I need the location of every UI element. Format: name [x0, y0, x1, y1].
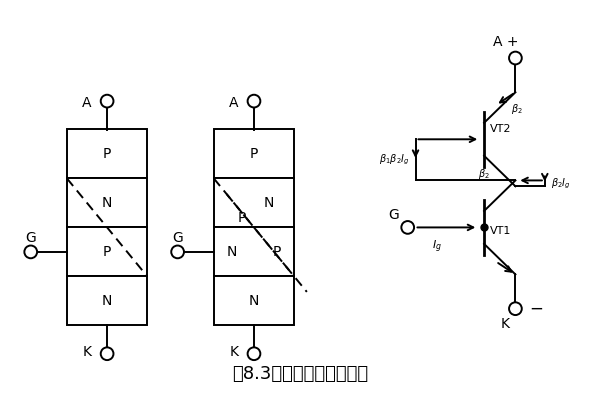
Text: N: N: [102, 294, 112, 308]
Text: P: P: [238, 211, 246, 225]
Text: $I_g$: $I_g$: [432, 239, 442, 255]
Text: K: K: [229, 345, 238, 359]
Text: G: G: [389, 208, 400, 222]
Text: $\beta_2 I_g$: $\beta_2 I_g$: [551, 176, 571, 190]
Text: K: K: [501, 318, 510, 332]
Text: P: P: [250, 147, 258, 161]
Text: K: K: [82, 345, 91, 359]
Text: A: A: [229, 96, 238, 110]
Text: VT1: VT1: [490, 226, 511, 236]
Text: −: −: [529, 300, 543, 318]
Text: P: P: [103, 245, 111, 259]
Bar: [67, 130, 147, 178]
Text: 图8.3晶闸管的工作原理图: 图8.3晶闸管的工作原理图: [232, 365, 368, 383]
Text: P: P: [103, 147, 111, 161]
Text: VT2: VT2: [490, 124, 511, 134]
Bar: [214, 276, 294, 325]
Text: A: A: [82, 96, 91, 110]
Text: $\beta_2$: $\beta_2$: [511, 102, 523, 116]
Bar: [214, 178, 294, 228]
Text: $\beta_2$: $\beta_2$: [478, 166, 490, 180]
Text: N: N: [263, 196, 274, 210]
Bar: [214, 228, 294, 276]
Text: G: G: [172, 231, 183, 245]
Text: A +: A +: [493, 35, 518, 49]
Bar: [214, 130, 294, 178]
Text: N: N: [249, 294, 259, 308]
Text: N: N: [226, 245, 236, 259]
Bar: [67, 276, 147, 325]
Text: G: G: [25, 231, 36, 245]
Bar: [67, 178, 147, 228]
Text: $\beta_1\beta_2 I_g$: $\beta_1\beta_2 I_g$: [379, 153, 410, 167]
Bar: [67, 228, 147, 276]
Text: N: N: [102, 196, 112, 210]
Text: P: P: [272, 245, 281, 259]
